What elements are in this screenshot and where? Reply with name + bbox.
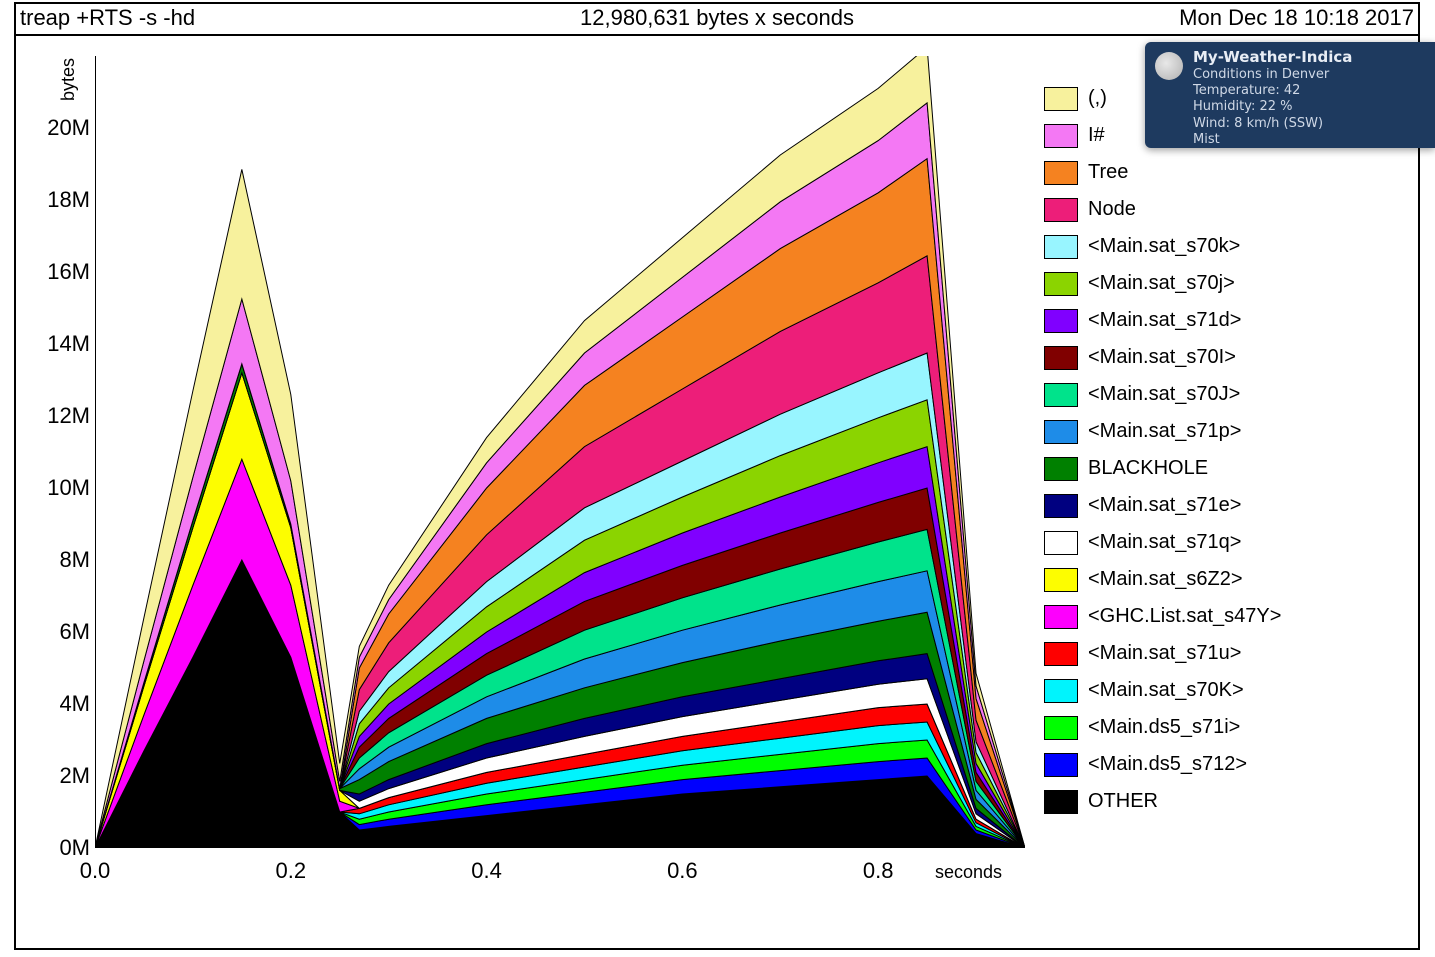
legend-item: Tree	[1044, 154, 1414, 191]
legend-swatch	[1044, 753, 1078, 777]
legend-label: <Main.sat_s71e>	[1088, 494, 1241, 517]
y-tick-label: 16M	[47, 259, 90, 285]
y-tick-label: 4M	[59, 691, 90, 717]
legend-label: <Main.sat_s71u>	[1088, 642, 1241, 665]
legend-item: <Main.sat_s71d>	[1044, 302, 1414, 339]
y-tick-label: 8M	[59, 547, 90, 573]
chart-header: treap +RTS -s -hd 12,980,631 bytes x sec…	[14, 2, 1420, 36]
legend-swatch	[1044, 457, 1078, 481]
legend-label: <Main.sat_s70I>	[1088, 346, 1236, 369]
legend-item: <Main.sat_s70j>	[1044, 265, 1414, 302]
legend-label: <Main.sat_s71p>	[1088, 420, 1241, 443]
notification-line: Wind: 8 km/h (SSW)	[1193, 116, 1425, 132]
legend-swatch	[1044, 568, 1078, 592]
legend-item: BLACKHOLE	[1044, 450, 1414, 487]
legend-item: <Main.sat_s70k>	[1044, 228, 1414, 265]
legend-swatch	[1044, 87, 1078, 111]
legend-item: <Main.sat_s70K>	[1044, 672, 1414, 709]
legend-swatch	[1044, 198, 1078, 222]
legend-label: I#	[1088, 124, 1105, 147]
legend-label: <Main.ds5_s712>	[1088, 753, 1247, 776]
legend-swatch	[1044, 716, 1078, 740]
y-tick-label: 2M	[59, 763, 90, 789]
y-tick-label: 20M	[47, 115, 90, 141]
heap-profile-chart	[95, 56, 1025, 848]
weather-icon	[1155, 52, 1183, 80]
notification-line: Temperature: 42	[1193, 83, 1425, 99]
y-tick-label: 10M	[47, 475, 90, 501]
notification-title: My-Weather-Indica	[1193, 48, 1425, 67]
legend-item: <Main.sat_s71e>	[1044, 487, 1414, 524]
legend-item: <GHC.List.sat_s47Y>	[1044, 598, 1414, 635]
legend-label: <Main.sat_s70K>	[1088, 679, 1244, 702]
legend-swatch	[1044, 346, 1078, 370]
legend-label: <Main.ds5_s71i>	[1088, 716, 1240, 739]
legend-label: <Main.sat_s6Z2>	[1088, 568, 1243, 591]
legend-item: <Main.sat_s71q>	[1044, 524, 1414, 561]
legend-item: <Main.ds5_s712>	[1044, 746, 1414, 783]
legend-item: <Main.sat_s6Z2>	[1044, 561, 1414, 598]
legend-label: <Main.sat_s70k>	[1088, 235, 1240, 258]
notification-line: Conditions in Denver	[1193, 67, 1425, 83]
legend-swatch	[1044, 383, 1078, 407]
legend-item: Node	[1044, 191, 1414, 228]
legend-label: (,)	[1088, 87, 1107, 110]
legend-label: OTHER	[1088, 790, 1158, 813]
legend-swatch	[1044, 272, 1078, 296]
legend-item: <Main.sat_s71p>	[1044, 413, 1414, 450]
legend-item: <Main.sat_s70I>	[1044, 339, 1414, 376]
notification-line: Mist	[1193, 132, 1425, 148]
notification-line: Humidity: 22 %	[1193, 99, 1425, 115]
header-right: Mon Dec 18 10:18 2017	[1179, 5, 1414, 31]
x-tick-label: 0.0	[80, 858, 111, 884]
y-tick-label: 14M	[47, 331, 90, 357]
legend-label: <Main.sat_s71d>	[1088, 309, 1241, 332]
legend-swatch	[1044, 124, 1078, 148]
legend-swatch	[1044, 679, 1078, 703]
x-tick-label: 0.8	[863, 858, 894, 884]
legend-swatch	[1044, 235, 1078, 259]
legend-swatch	[1044, 309, 1078, 333]
y-tick-label: 6M	[59, 619, 90, 645]
legend-swatch	[1044, 161, 1078, 185]
x-tick-label: 0.2	[275, 858, 306, 884]
legend-swatch	[1044, 790, 1078, 814]
legend-label: <Main.sat_s70j>	[1088, 272, 1235, 295]
legend: (,) I# Tree Node <Main.sat_s70k> <Main.sat_s7…	[1044, 80, 1414, 820]
legend-label: <Main.sat_s70J>	[1088, 383, 1240, 406]
legend-swatch	[1044, 420, 1078, 444]
legend-label: <GHC.List.sat_s47Y>	[1088, 605, 1281, 628]
x-tick-label: 0.6	[667, 858, 698, 884]
legend-item: <Main.ds5_s71i>	[1044, 709, 1414, 746]
y-tick-label: 12M	[47, 403, 90, 429]
legend-swatch	[1044, 605, 1078, 629]
y-axis-label: bytes	[58, 58, 79, 101]
x-axis-label: seconds	[935, 862, 1002, 883]
weather-notification[interactable]: My-Weather-Indica Conditions in Denver T…	[1145, 42, 1435, 148]
legend-swatch	[1044, 531, 1078, 555]
x-tick-label: 0.4	[471, 858, 502, 884]
legend-item: <Main.sat_s71u>	[1044, 635, 1414, 672]
legend-item: <Main.sat_s70J>	[1044, 376, 1414, 413]
legend-item: OTHER	[1044, 783, 1414, 820]
legend-label: BLACKHOLE	[1088, 457, 1208, 480]
legend-swatch	[1044, 494, 1078, 518]
legend-swatch	[1044, 642, 1078, 666]
legend-label: Tree	[1088, 161, 1128, 184]
legend-label: Node	[1088, 198, 1136, 221]
legend-label: <Main.sat_s71q>	[1088, 531, 1241, 554]
y-tick-label: 18M	[47, 187, 90, 213]
